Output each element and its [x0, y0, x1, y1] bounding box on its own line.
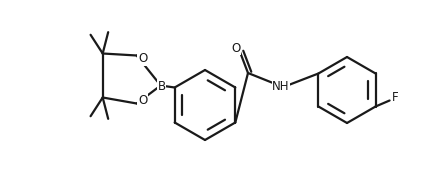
- Text: O: O: [231, 42, 241, 55]
- Text: O: O: [138, 52, 147, 65]
- Text: F: F: [392, 91, 399, 104]
- Text: NH: NH: [272, 80, 290, 93]
- Text: O: O: [138, 94, 147, 107]
- Text: B: B: [158, 80, 166, 93]
